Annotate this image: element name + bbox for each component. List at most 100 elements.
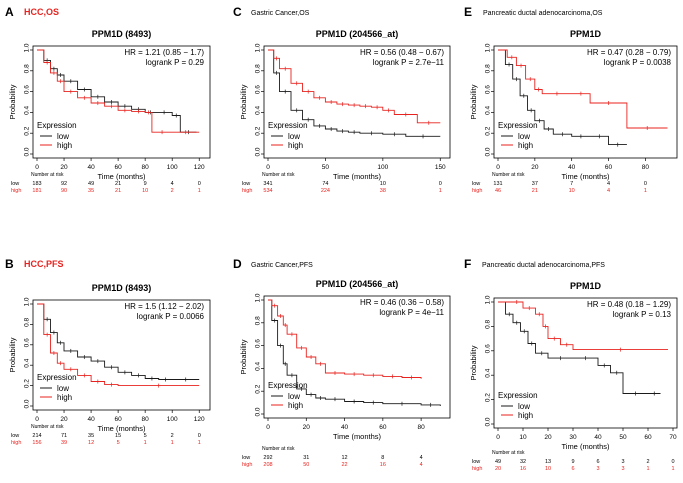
y-tick-label: 0.2 <box>485 393 492 402</box>
risk-low-value: 71 <box>61 433 67 439</box>
y-tick-label: 0.6 <box>485 85 492 94</box>
y-tick-label: 0.2 <box>255 384 262 393</box>
chart-title: PPM1D (8493) <box>92 29 152 39</box>
risk-high-value: 224 <box>321 188 330 194</box>
x-tick-label: 80 <box>142 416 150 423</box>
y-tick-label: 0.2 <box>255 126 262 135</box>
panel-header: HCC,PFS <box>24 259 64 269</box>
y-tick-label: 1.0 <box>485 295 492 304</box>
risk-low-value: 3 <box>621 459 624 465</box>
risk-table-title: Number at risk <box>262 446 295 452</box>
legend-label-high: high <box>57 141 72 150</box>
km-curve-low <box>268 299 441 406</box>
risk-low-value: 4 <box>607 181 610 187</box>
plot-frame <box>493 45 678 159</box>
risk-high-value: 90 <box>61 188 67 194</box>
x-tick-label: 120 <box>194 164 205 171</box>
legend-title: Expression <box>37 121 77 130</box>
y-tick-label: 0.8 <box>24 64 31 73</box>
plot-frame <box>32 299 211 411</box>
risk-table-title: Number at risk <box>492 450 525 456</box>
risk-row-label-low: low <box>242 181 250 187</box>
risk-row-label-low: low <box>472 181 480 187</box>
panel-letter: E <box>464 5 472 19</box>
chart-title: PPM1D (8493) <box>92 283 152 293</box>
km-curve-high <box>498 301 668 351</box>
x-tick-label: 20 <box>60 164 68 171</box>
x-tick-label: 0 <box>266 424 270 431</box>
x-tick-label: 100 <box>377 164 388 171</box>
x-tick-label: 60 <box>115 164 123 171</box>
legend-title: Expression <box>37 373 77 382</box>
x-axis-label: Time (months) <box>97 424 146 433</box>
x-axis-label: Time (months) <box>561 172 610 181</box>
risk-low-value: 131 <box>493 181 502 187</box>
panel-letter: A <box>5 5 14 19</box>
x-tick-label: 0 <box>266 164 270 171</box>
x-tick-label: 120 <box>194 416 205 423</box>
risk-low-value: 74 <box>322 181 328 187</box>
risk-low-value: 2 <box>171 433 174 439</box>
panel-header: Gastric Cancer,PFS <box>251 262 313 269</box>
km-panel-f: F Pancreatic ductal adenocarcinoma,PFS PPM… <box>464 257 678 472</box>
x-tick-label: 80 <box>418 424 426 431</box>
y-tick-label: 0.0 <box>485 147 492 156</box>
risk-row-label-high: high <box>242 462 252 468</box>
x-tick-label: 20 <box>544 434 552 441</box>
y-axis-label: Probability <box>469 84 478 119</box>
y-tick-label: 1.0 <box>24 43 31 52</box>
logrank-p: logrank P = 2.7e−11 <box>373 58 445 67</box>
km-curve-low <box>37 303 200 380</box>
hazard-ratio: HR = 0.47 (0.28 − 0.79) <box>587 48 671 57</box>
risk-low-value: 0 <box>644 181 647 187</box>
risk-low-value: 0 <box>439 181 442 187</box>
hazard-ratio: HR = 1.5 (1.12 − 2.02) <box>124 302 204 311</box>
risk-high-value: 1 <box>171 440 174 446</box>
risk-high-value: 156 <box>32 440 41 446</box>
x-tick-label: 0 <box>496 434 500 441</box>
y-tick-label: 0.0 <box>24 399 31 408</box>
risk-high-value: 50 <box>303 462 309 468</box>
risk-row-label-low: low <box>472 459 480 465</box>
risk-low-value: 183 <box>32 181 41 187</box>
y-tick-label: 0.8 <box>255 316 262 325</box>
x-tick-label: 40 <box>87 416 95 423</box>
km-panel-e: E Pancreatic ductal adenocarcinoma,OS PPM1… <box>464 5 678 194</box>
y-tick-label: 0.4 <box>255 362 262 371</box>
chart-title: PPM1D <box>570 281 602 291</box>
risk-high-value: 2 <box>171 188 174 194</box>
y-tick-label: 0.4 <box>24 358 31 367</box>
logrank-p: logrank P = 4e−11 <box>379 308 444 317</box>
risk-row-label-high: high <box>472 466 482 472</box>
x-tick-label: 20 <box>303 424 311 431</box>
risk-row-label-high: high <box>242 188 252 194</box>
risk-low-value: 15 <box>115 433 121 439</box>
chart-title: PPM1D (204566_at) <box>316 279 399 289</box>
y-tick-label: 0.0 <box>24 147 31 156</box>
legend-label-high: high <box>57 393 72 402</box>
km-curve-high <box>268 299 422 379</box>
risk-row-label-high: high <box>11 188 21 194</box>
risk-high-value: 35 <box>88 188 94 194</box>
legend-title: Expression <box>268 121 308 130</box>
risk-high-value: 10 <box>569 188 575 194</box>
y-tick-label: 0.0 <box>485 417 492 426</box>
risk-high-value: 208 <box>263 462 272 468</box>
risk-row-label-low: low <box>11 181 19 187</box>
legend-label-low: low <box>57 384 69 393</box>
legend-label-high: high <box>518 141 533 150</box>
risk-low-value: 10 <box>380 181 386 187</box>
panel-header: Pancreatic ductal adenocarcinoma,PFS <box>482 262 605 269</box>
risk-low-value: 2 <box>646 459 649 465</box>
risk-high-value: 1 <box>439 188 442 194</box>
y-tick-label: 0.6 <box>255 85 262 94</box>
risk-high-value: 16 <box>380 462 386 468</box>
y-tick-label: 0.8 <box>485 320 492 329</box>
logrank-p: logrank P = 0.29 <box>146 58 205 67</box>
risk-high-value: 46 <box>495 188 501 194</box>
risk-low-value: 4 <box>171 181 174 187</box>
legend-title: Expression <box>498 121 538 130</box>
km-curve-low <box>498 49 627 146</box>
risk-low-value: 0 <box>198 181 201 187</box>
risk-low-value: 8 <box>381 455 384 461</box>
